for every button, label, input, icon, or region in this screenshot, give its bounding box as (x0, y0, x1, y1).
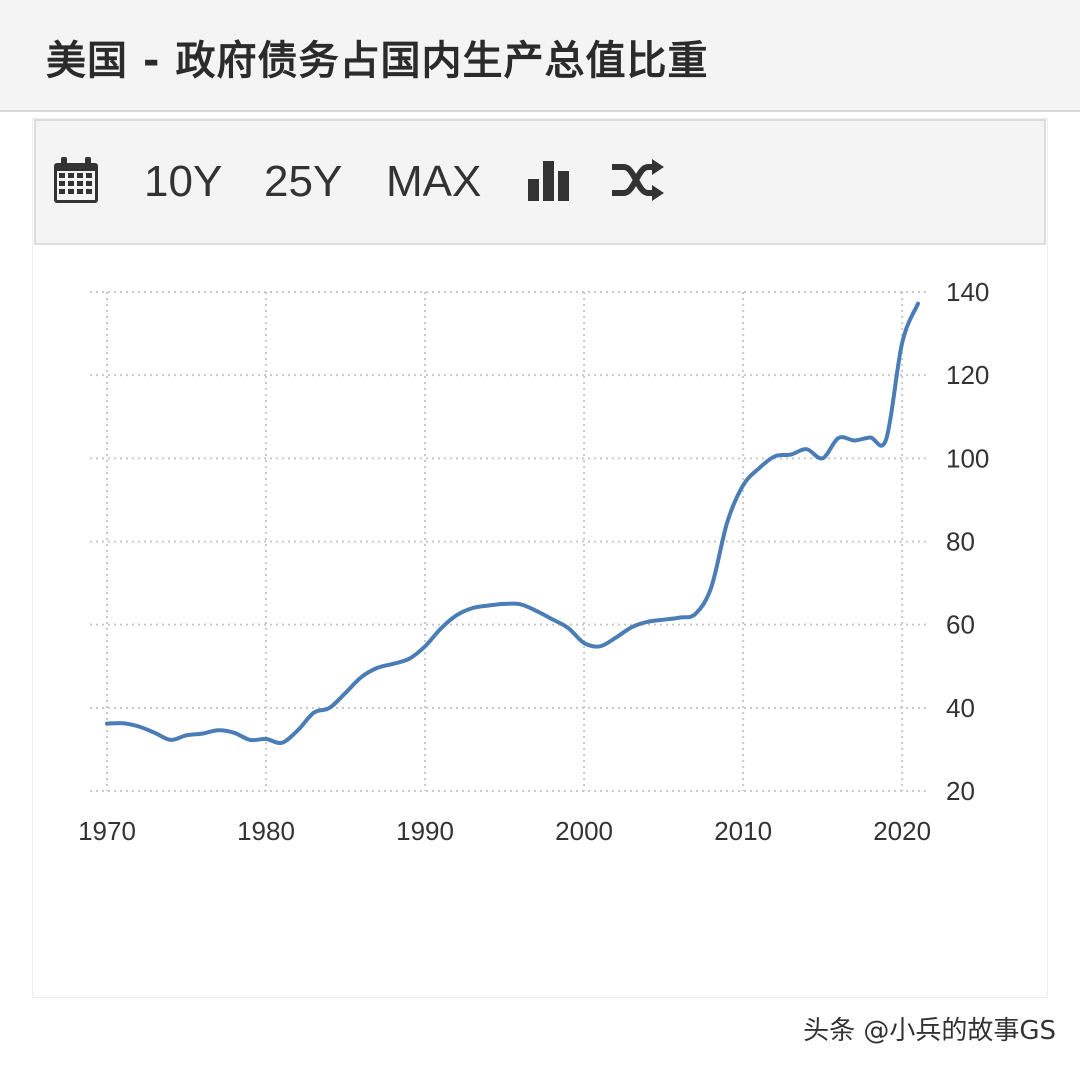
y-tick-label: 140 (946, 277, 989, 307)
y-tick-label: 120 (946, 360, 989, 390)
bar-chart-icon[interactable] (528, 159, 572, 201)
calendar-icon[interactable] (54, 157, 98, 203)
chart-toolbar: 10Y 25Y MAX (34, 119, 1046, 245)
range-10y-button[interactable]: 10Y (144, 157, 223, 206)
range-25y-button[interactable]: 25Y (264, 157, 343, 206)
x-tick-label: 2000 (555, 816, 613, 846)
x-tick-label: 1980 (237, 816, 295, 846)
watermark-text: 头条 @小兵的故事GS (803, 1016, 1056, 1046)
header-bar: 美国 - 政府债务占国内生产总值比重 (0, 0, 1080, 112)
y-tick-label: 40 (946, 693, 975, 723)
grid-lines (90, 291, 926, 792)
y-axis-ticks: 20 40 60 80 100 120 140 (946, 277, 989, 806)
page-title: 美国 - 政府债务占国内生产总值比重 (46, 38, 709, 84)
y-tick-label: 60 (946, 610, 975, 640)
y-tick-label: 100 (946, 443, 989, 473)
x-tick-label: 1970 (78, 816, 136, 846)
x-tick-label: 2020 (873, 816, 931, 846)
y-tick-label: 20 (946, 776, 975, 806)
x-tick-label: 2010 (714, 816, 772, 846)
series-line-layer (105, 301, 920, 746)
y-tick-label: 80 (946, 527, 975, 557)
chart-card (32, 118, 1048, 998)
shuffle-icon[interactable] (610, 159, 664, 201)
x-axis-ticks: 1970 1980 1990 2000 2010 2020 (78, 816, 931, 846)
range-max-button[interactable]: MAX (386, 157, 482, 206)
x-tick-label: 1990 (396, 816, 454, 846)
debt-series-line (105, 301, 920, 746)
